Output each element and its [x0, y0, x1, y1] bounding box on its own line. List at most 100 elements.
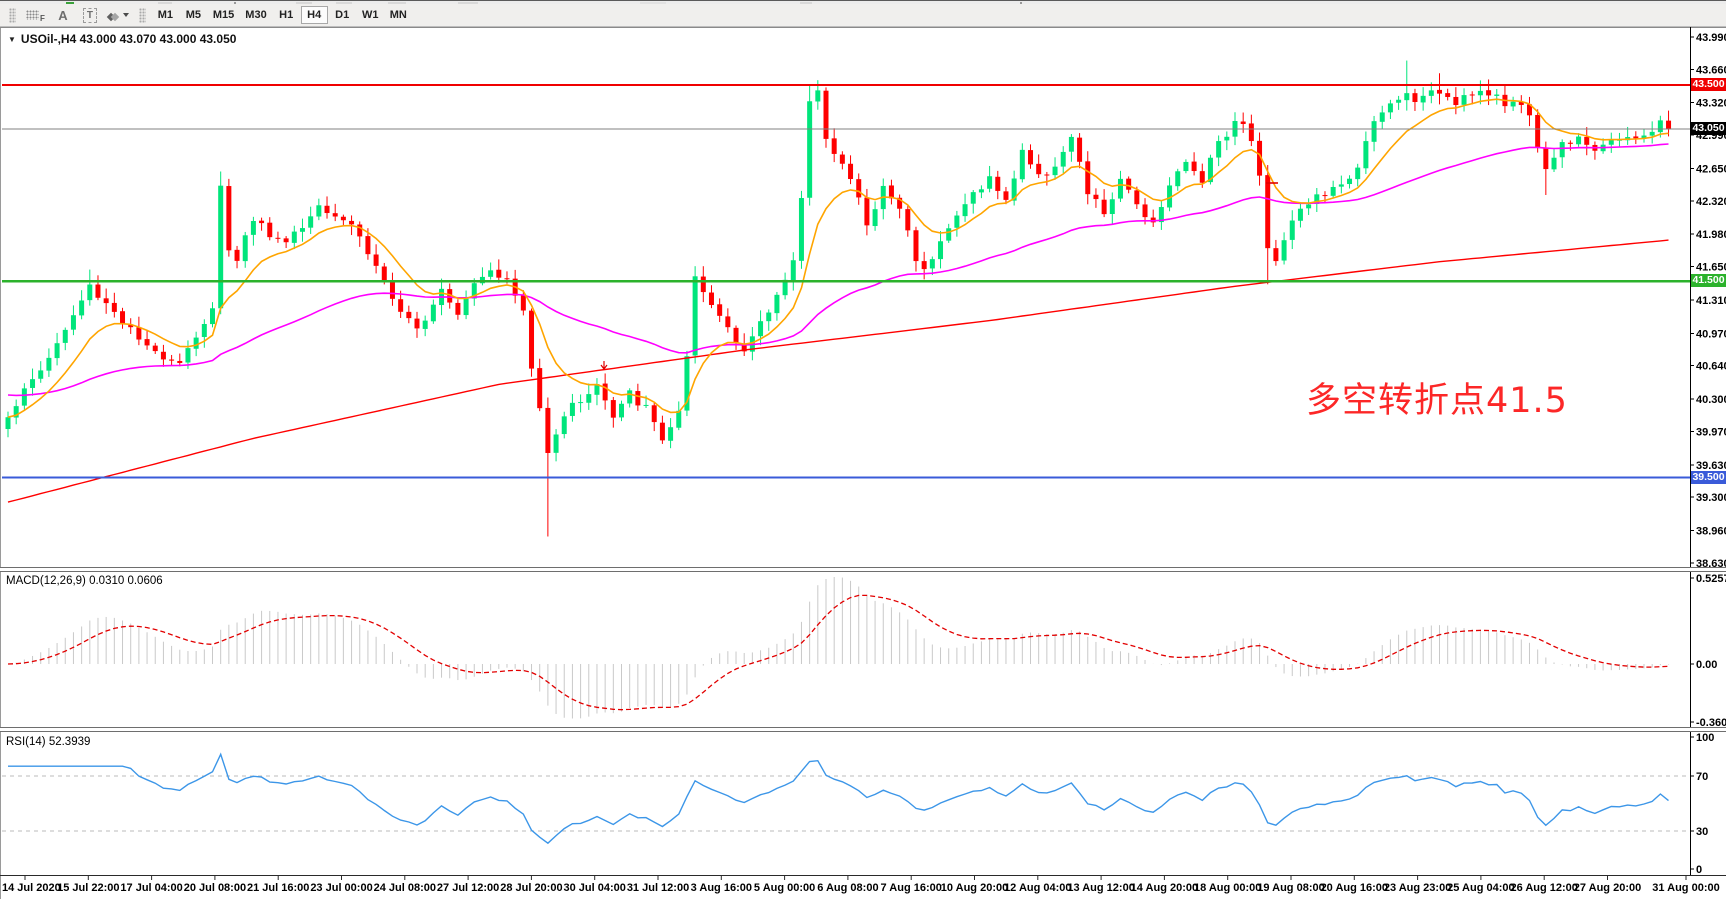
- candle-body: [815, 90, 821, 102]
- candle-body: [774, 294, 780, 314]
- candle-body: [1134, 190, 1140, 205]
- candle-body: [1306, 204, 1312, 209]
- clipped-button-fragment: [296, 2, 312, 4]
- candle-body: [1224, 136, 1230, 141]
- shapes-tool-button[interactable]: [104, 5, 133, 25]
- candle-body: [627, 390, 633, 404]
- candle-body: [676, 410, 682, 428]
- rsi-pane-canvas[interactable]: 100 70 30 0: [0, 732, 1726, 875]
- tf-m30-button[interactable]: M30: [240, 6, 271, 24]
- symbol-title[interactable]: ▼ USOil-,H4 43.000 43.070 43.000 43.050: [8, 32, 236, 46]
- macd-signal-line: [7, 594, 1669, 711]
- candle-body: [766, 312, 772, 322]
- tf-h4-button[interactable]: H4: [300, 6, 328, 24]
- candle-body: [1093, 194, 1099, 200]
- candle-body: [905, 209, 911, 231]
- candle-body: [1461, 95, 1467, 105]
- candle-body: [1551, 157, 1557, 170]
- price-tick-label: 38.630: [1696, 558, 1726, 567]
- candle-body: [13, 406, 19, 418]
- candle-body: [807, 101, 813, 198]
- price-tick-label: 41.980: [1696, 229, 1726, 241]
- candle-body: [537, 368, 543, 409]
- candle-body: [299, 228, 305, 232]
- candle-body: [152, 345, 158, 352]
- candle-body: [610, 400, 616, 418]
- text-a-tool-button[interactable]: A: [50, 5, 76, 25]
- candle-body: [978, 189, 984, 193]
- candle-body: [46, 357, 52, 371]
- tf-d1-button[interactable]: D1: [329, 6, 356, 24]
- candle-body: [1265, 175, 1271, 249]
- candle-body: [1371, 121, 1377, 142]
- date-tick-label: 27 Jul 12:00: [437, 882, 499, 894]
- clipped-button-fragment: [336, 2, 352, 4]
- candle-body: [128, 324, 134, 328]
- price-tick-label: 40.300: [1696, 394, 1726, 406]
- candle-body: [1543, 147, 1549, 170]
- date-tick-label: 12 Aug 04:00: [1004, 882, 1071, 894]
- tf-w1-button[interactable]: W1: [357, 6, 384, 24]
- tf-m5-button[interactable]: M5: [180, 6, 207, 24]
- toolbar: F A T M1 M5 M15 M30 H1 H4 D1 W1 MN: [0, 4, 1726, 27]
- clipped-button-fragment: [458, 2, 478, 4]
- candle-body: [995, 176, 1001, 191]
- collapse-triangle-icon[interactable]: ▼: [8, 34, 16, 44]
- candle-body: [831, 138, 837, 154]
- tf-h1-button[interactable]: H1: [273, 6, 300, 24]
- price-tick-label: 43.990: [1696, 32, 1726, 44]
- candle-body: [1469, 94, 1475, 96]
- candle-body: [103, 298, 109, 304]
- candle-body: [708, 292, 714, 305]
- letter-a-icon: A: [58, 7, 68, 23]
- candle-body: [684, 356, 690, 411]
- candle-body: [733, 327, 739, 344]
- toolbar-grip-2[interactable]: [138, 7, 146, 23]
- candle-body: [357, 224, 363, 237]
- tf-m15-button[interactable]: M15: [208, 6, 239, 24]
- pane-splitter-2[interactable]: [0, 727, 1726, 732]
- date-tick-label: 27 Aug 20:00: [1574, 882, 1641, 894]
- date-tick-label: 20 Aug 16:00: [1321, 882, 1388, 894]
- candle-body: [1142, 204, 1148, 218]
- tf-m1-button[interactable]: M1: [152, 6, 179, 24]
- toolbar-grip[interactable]: [9, 7, 16, 23]
- candle-body: [1036, 163, 1042, 175]
- candle-body: [111, 302, 117, 312]
- candle-body: [275, 237, 281, 239]
- candle-body: [267, 222, 273, 238]
- candle-body: [1396, 99, 1402, 103]
- date-tick-label: 19 Aug 08:00: [1257, 882, 1324, 894]
- candle-body: [1576, 136, 1582, 145]
- rsi-label: RSI(14) 52.3939: [6, 736, 91, 748]
- candle-body: [259, 220, 265, 224]
- date-tick-label: 7 Aug 16:00: [881, 882, 942, 894]
- clipped-separator-fragment: [234, 2, 236, 4]
- text-label-tool-button[interactable]: T: [77, 5, 103, 25]
- candle-body: [422, 320, 428, 329]
- main-chart-canvas[interactable]: 43.99043.66043.32042.99042.65042.32041.9…: [0, 27, 1726, 567]
- candle-body: [635, 391, 641, 406]
- ma-slow-line: [7, 239, 1669, 503]
- candle-body: [921, 261, 927, 270]
- price-tick-label: 39.970: [1696, 426, 1726, 438]
- tf-mn-button[interactable]: MN: [385, 6, 412, 24]
- grid-pattern-icon: [26, 10, 39, 20]
- candle-body: [1363, 141, 1369, 169]
- fibo-grid-tool-button[interactable]: F: [22, 5, 49, 25]
- candle-body: [1240, 121, 1246, 124]
- candle-body: [1273, 248, 1279, 262]
- candle-body: [529, 310, 535, 369]
- candle-body: [962, 204, 968, 217]
- price-tick-label: 41.310: [1696, 295, 1726, 307]
- candle-body: [1633, 136, 1639, 139]
- macd-pane-canvas[interactable]: 0.5257 0.00 -0.3603: [0, 572, 1726, 727]
- price-axis[interactable]: [1690, 27, 1726, 875]
- candle-body: [700, 276, 706, 293]
- macd-tick-label: 0.5257: [1696, 573, 1726, 585]
- candle-body: [758, 321, 764, 337]
- candle-body: [545, 407, 551, 453]
- date-axis[interactable]: [0, 875, 1690, 899]
- pane-splitter-1[interactable]: [0, 567, 1726, 572]
